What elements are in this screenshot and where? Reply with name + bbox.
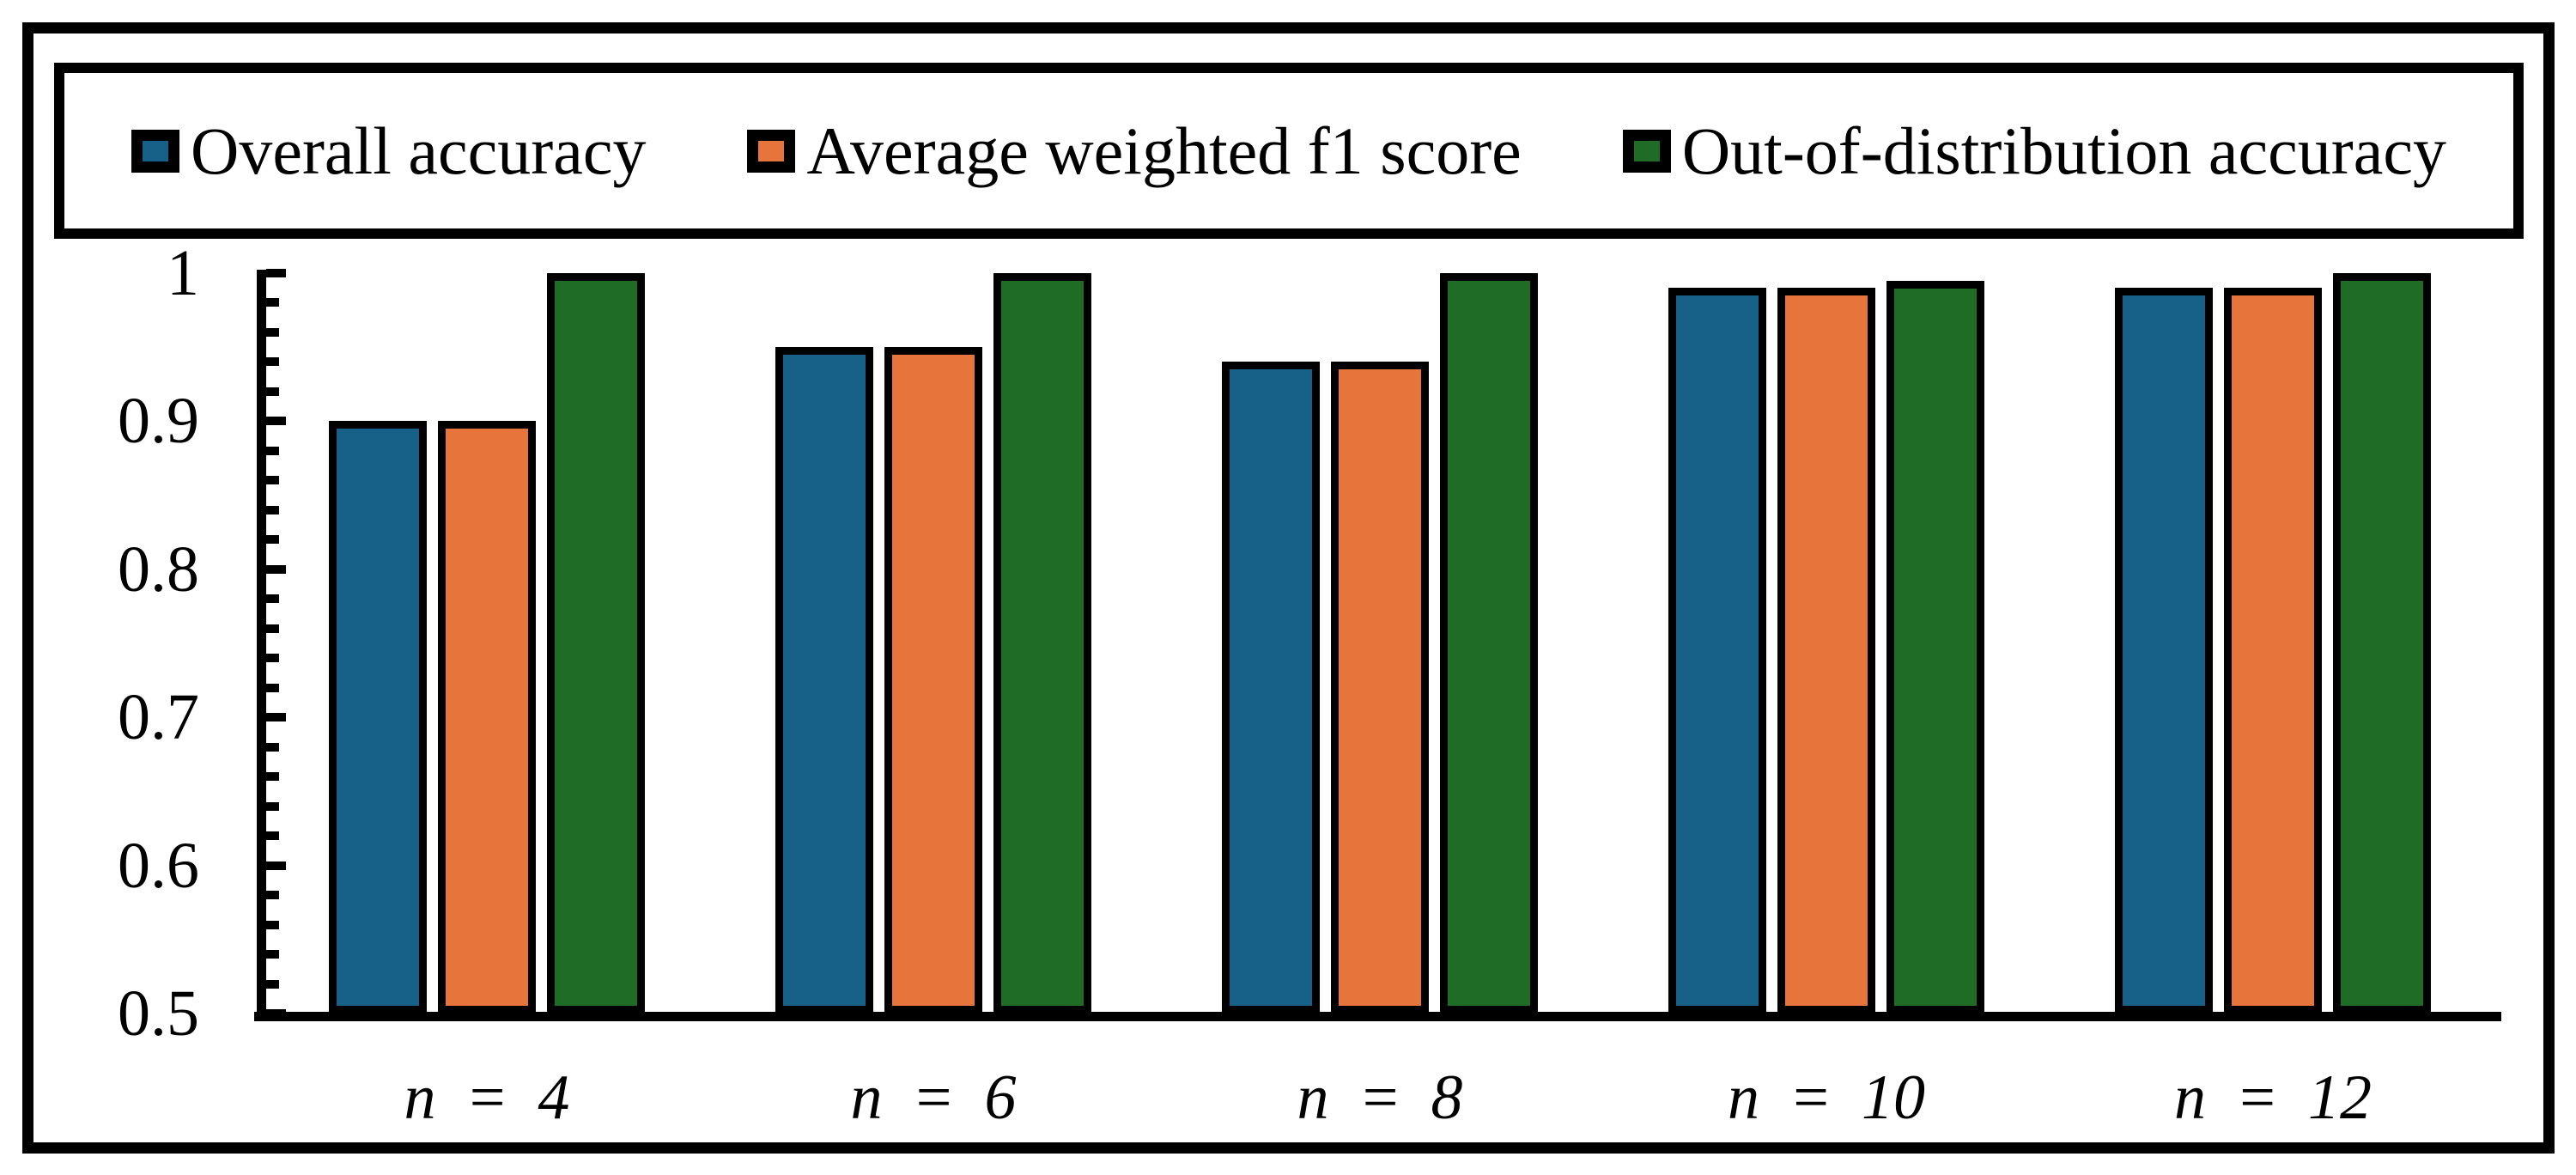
y-tick-label: 0.7 bbox=[118, 681, 199, 754]
bar-group bbox=[2115, 273, 2431, 1014]
y-minor-tick bbox=[266, 594, 279, 604]
bar-group bbox=[1222, 273, 1538, 1014]
y-minor-tick bbox=[266, 891, 279, 900]
y-tick-label: 0.6 bbox=[118, 829, 199, 902]
x-axis bbox=[254, 1012, 2501, 1021]
y-tick-label: 1 bbox=[167, 237, 199, 309]
y-major-tick bbox=[266, 861, 286, 870]
bar bbox=[1331, 362, 1429, 1014]
x-category-label: n = 8 bbox=[1297, 1062, 1463, 1133]
y-minor-tick bbox=[266, 387, 279, 396]
legend-item: Average weighted f1 score bbox=[747, 113, 1522, 188]
bar bbox=[2333, 273, 2431, 1014]
y-axis bbox=[257, 270, 266, 1019]
y-minor-tick bbox=[266, 979, 279, 989]
y-minor-tick bbox=[266, 446, 279, 455]
green-square-icon bbox=[1622, 129, 1671, 173]
bar bbox=[1440, 273, 1538, 1014]
y-minor-tick bbox=[266, 920, 279, 929]
bar bbox=[993, 273, 1091, 1014]
figure-border bbox=[22, 22, 2555, 1154]
y-minor-tick bbox=[266, 683, 279, 692]
y-minor-tick bbox=[266, 535, 279, 545]
bar bbox=[1668, 288, 1766, 1014]
bar-group bbox=[329, 273, 645, 1014]
bar bbox=[2115, 288, 2213, 1014]
y-tick-label: 0.9 bbox=[118, 385, 199, 458]
y-minor-tick bbox=[266, 476, 279, 485]
bar bbox=[884, 347, 982, 1014]
legend-box: Overall accuracy Average weighted f1 scor… bbox=[54, 63, 2524, 239]
legend-label: Average weighted f1 score bbox=[806, 113, 1522, 188]
y-major-tick bbox=[266, 1009, 286, 1018]
bar bbox=[775, 347, 873, 1014]
x-category-label: n = 12 bbox=[2174, 1062, 2372, 1133]
bar bbox=[547, 273, 645, 1014]
y-minor-tick bbox=[266, 298, 279, 307]
bar bbox=[1777, 288, 1875, 1014]
bar-group bbox=[1668, 273, 1984, 1014]
y-major-tick bbox=[266, 713, 286, 722]
y-minor-tick bbox=[266, 624, 279, 633]
legend-item: Out-of-distribution accuracy bbox=[1622, 113, 2446, 188]
y-major-tick bbox=[266, 564, 286, 574]
orange-square-icon bbox=[747, 129, 796, 173]
y-minor-tick bbox=[266, 831, 279, 841]
legend-label: Overall accuracy bbox=[191, 113, 647, 188]
bar bbox=[438, 421, 536, 1014]
legend-item: Overall accuracy bbox=[131, 113, 647, 188]
y-minor-tick bbox=[266, 950, 279, 959]
blue-square-icon bbox=[131, 129, 179, 173]
y-tick-label: 0.8 bbox=[118, 533, 199, 606]
y-major-tick bbox=[266, 417, 286, 426]
y-major-tick bbox=[266, 269, 286, 277]
y-minor-tick bbox=[266, 801, 279, 811]
y-minor-tick bbox=[266, 772, 279, 782]
bar bbox=[329, 421, 427, 1014]
x-category-label: n = 4 bbox=[404, 1062, 570, 1133]
y-tick-label: 0.5 bbox=[118, 977, 199, 1050]
x-category-label: n = 6 bbox=[850, 1062, 1017, 1133]
y-minor-tick bbox=[266, 742, 279, 752]
y-minor-tick bbox=[266, 505, 279, 514]
bar bbox=[1222, 362, 1320, 1014]
y-minor-tick bbox=[266, 654, 279, 663]
legend-label: Out-of-distribution accuracy bbox=[1681, 113, 2446, 188]
y-minor-tick bbox=[266, 327, 279, 337]
y-minor-tick bbox=[266, 357, 279, 367]
bar bbox=[1886, 281, 1984, 1014]
bar-group bbox=[775, 273, 1091, 1014]
x-category-label: n = 10 bbox=[1728, 1062, 1925, 1133]
bar bbox=[2224, 288, 2322, 1014]
